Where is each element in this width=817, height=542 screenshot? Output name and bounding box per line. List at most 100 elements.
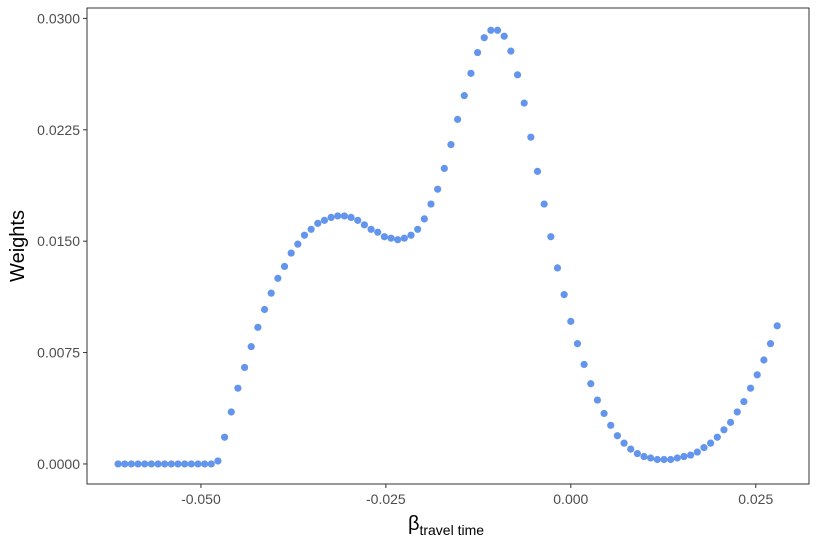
point — [201, 460, 209, 468]
point — [220, 433, 229, 441]
point — [254, 323, 262, 331]
point — [560, 291, 568, 299]
point — [147, 460, 155, 468]
point — [507, 47, 515, 55]
point — [427, 200, 435, 208]
point — [487, 26, 495, 34]
point — [673, 454, 681, 462]
point — [627, 445, 635, 453]
point — [360, 221, 369, 229]
point — [700, 444, 708, 452]
point — [161, 460, 169, 468]
x-tick-label: -0.050 — [181, 491, 221, 507]
point — [740, 397, 748, 406]
point — [240, 363, 249, 372]
point — [367, 225, 375, 233]
point — [354, 216, 362, 224]
point — [374, 228, 382, 236]
point — [680, 452, 688, 461]
point — [513, 71, 522, 79]
point — [647, 454, 655, 462]
x-axis-label: βtravel time — [408, 513, 484, 538]
point — [773, 322, 781, 330]
y-axis-label: Weights — [7, 210, 29, 282]
point — [307, 225, 315, 233]
point — [434, 185, 442, 193]
point — [693, 448, 701, 456]
point — [154, 460, 162, 468]
point — [247, 343, 255, 351]
point — [580, 360, 588, 369]
x-tick-label: 0.000 — [553, 491, 588, 507]
point — [234, 384, 242, 392]
point — [633, 449, 641, 458]
point — [347, 213, 355, 222]
point — [181, 460, 189, 468]
point — [314, 219, 322, 227]
point — [127, 460, 135, 468]
point — [480, 34, 488, 42]
point — [387, 234, 395, 242]
point — [447, 141, 455, 149]
point — [400, 234, 408, 242]
point — [533, 167, 542, 175]
point — [567, 317, 575, 325]
x-tick-label: 0.025 — [738, 491, 773, 507]
point — [394, 236, 402, 244]
x-axis-label-sub: travel time — [419, 522, 484, 538]
y-tick-label: 0.0150 — [37, 233, 80, 249]
point — [607, 421, 615, 429]
point — [407, 231, 415, 239]
point — [167, 460, 175, 468]
point — [593, 396, 602, 404]
point — [294, 240, 302, 248]
x-tick-label: -0.025 — [366, 491, 406, 507]
y-tick-label: 0.0000 — [37, 456, 80, 472]
point — [620, 439, 628, 447]
point — [667, 455, 675, 464]
point — [334, 212, 342, 220]
point — [760, 356, 768, 364]
y-tick-label: 0.0300 — [37, 10, 80, 26]
point — [174, 460, 182, 468]
point — [141, 460, 149, 468]
point — [187, 460, 195, 468]
point — [121, 460, 129, 468]
point — [540, 200, 548, 208]
point — [766, 340, 775, 348]
point — [713, 433, 721, 441]
point — [660, 455, 668, 464]
point — [473, 48, 482, 57]
plot-panel — [86, 7, 810, 485]
point — [227, 408, 235, 416]
point — [300, 231, 309, 239]
point — [274, 274, 282, 282]
point — [207, 460, 215, 468]
point — [320, 216, 329, 224]
y-tick-label: 0.0225 — [37, 122, 80, 138]
point — [553, 264, 562, 272]
point — [520, 99, 528, 107]
point — [547, 233, 555, 241]
point — [287, 249, 295, 257]
point — [653, 455, 661, 464]
y-tick-label: 0.0075 — [37, 345, 80, 361]
point — [467, 69, 475, 77]
x-axis-label-main: β — [408, 513, 420, 535]
point — [260, 305, 269, 314]
point — [493, 26, 502, 34]
point — [194, 460, 202, 468]
point — [733, 408, 741, 416]
point — [573, 340, 582, 348]
point — [114, 460, 122, 468]
point — [460, 92, 468, 100]
point — [134, 460, 142, 468]
point — [420, 215, 428, 223]
point — [707, 439, 715, 447]
point — [600, 409, 608, 418]
point — [720, 426, 728, 434]
point — [267, 289, 275, 297]
point — [440, 164, 448, 172]
point — [414, 225, 422, 233]
point — [340, 212, 349, 220]
